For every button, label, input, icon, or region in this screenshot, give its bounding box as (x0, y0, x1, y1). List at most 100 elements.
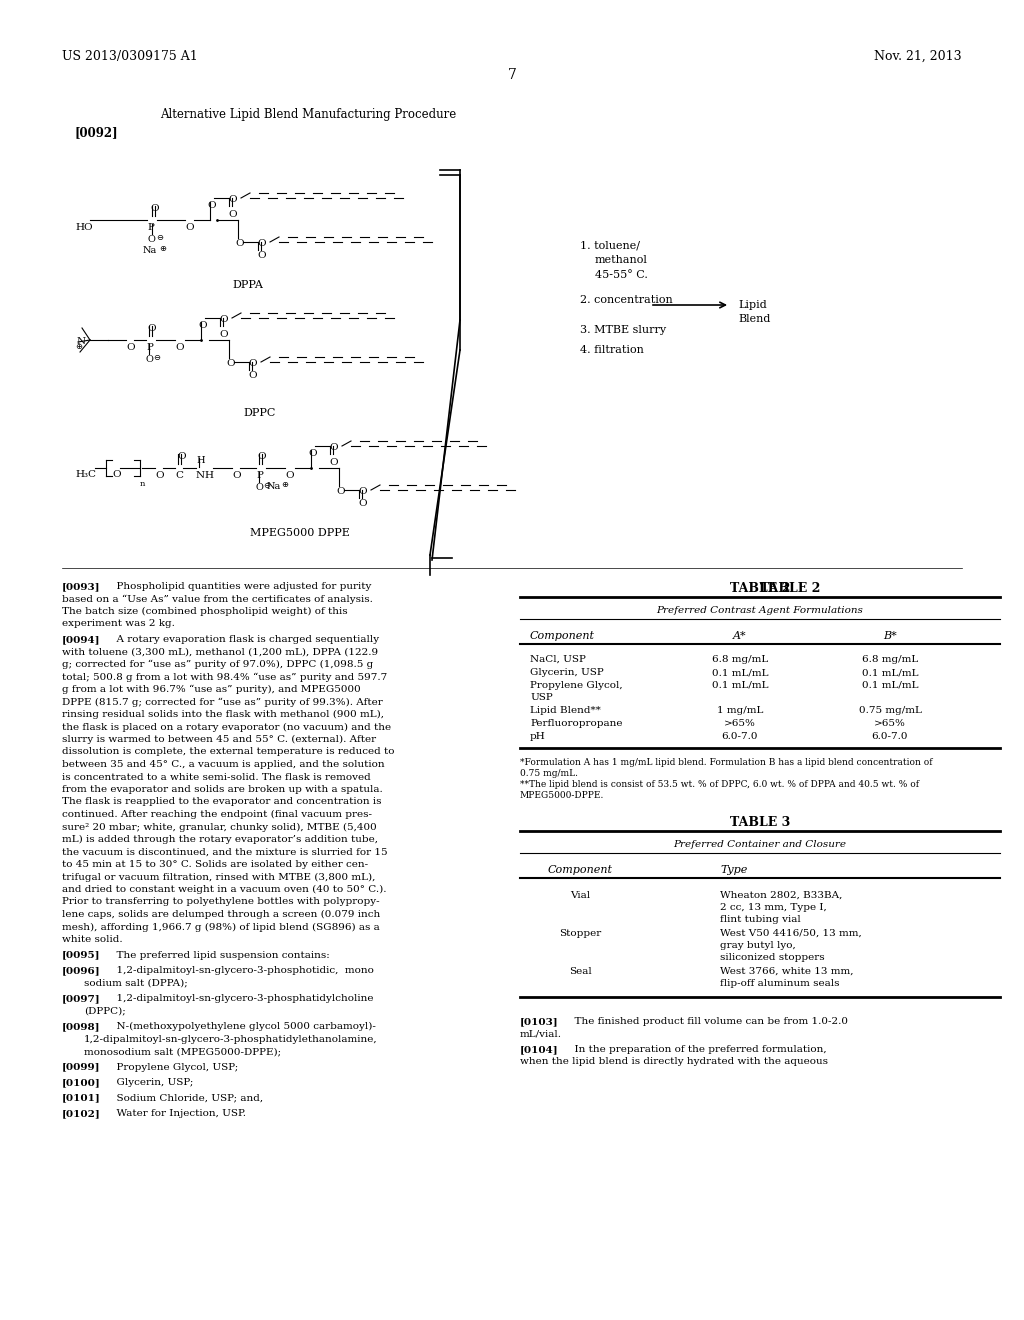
Text: sure² 20 mbar; white, granular, chunky solid), MTBE (5,400: sure² 20 mbar; white, granular, chunky s… (62, 822, 377, 832)
Text: O: O (255, 483, 263, 492)
Text: *Formulation A has 1 mg/mL lipid blend. Formulation B has a lipid blend concentr: *Formulation A has 1 mg/mL lipid blend. … (520, 758, 933, 767)
Text: USP: USP (530, 693, 553, 702)
Text: **The lipid blend is consist of 53.5 wt. % of DPPC, 6.0 wt. % of DPPA and 40.5 w: **The lipid blend is consist of 53.5 wt.… (520, 780, 919, 789)
Text: when the lipid blend is directly hydrated with the aqueous: when the lipid blend is directly hydrate… (520, 1057, 828, 1067)
Text: gray butyl lyo,: gray butyl lyo, (720, 941, 796, 950)
Text: O: O (226, 359, 234, 368)
Text: O: O (177, 451, 185, 461)
Text: Glycerin, USP;: Glycerin, USP; (110, 1078, 194, 1086)
Text: TABLE 2: TABLE 2 (760, 582, 820, 595)
Text: The flask is reapplied to the evaporator and concentration is: The flask is reapplied to the evaporator… (62, 797, 382, 807)
Text: O: O (112, 470, 121, 479)
Text: [0102]: [0102] (62, 1109, 100, 1118)
Text: O: O (358, 499, 367, 508)
Text: P: P (147, 223, 154, 232)
Text: (DPPC);: (DPPC); (84, 1006, 126, 1015)
Text: 0.1 mL/mL: 0.1 mL/mL (712, 668, 768, 677)
Text: Na: Na (143, 246, 158, 255)
Text: 4. filtration: 4. filtration (580, 345, 644, 355)
Text: Alternative Lipid Blend Manufacturing Procedure: Alternative Lipid Blend Manufacturing Pr… (160, 108, 457, 121)
Text: 1,2-dipalmitoyl-sn-glycero-3-phosphatidylethanolamine,: 1,2-dipalmitoyl-sn-glycero-3-phosphatidy… (84, 1035, 378, 1044)
Text: O: O (150, 205, 159, 213)
Text: mL) is added through the rotary evaporator’s addition tube,: mL) is added through the rotary evaporat… (62, 836, 378, 843)
Text: 6.8 mg/mL: 6.8 mg/mL (862, 655, 919, 664)
Text: [0104]: [0104] (520, 1045, 559, 1053)
Text: O: O (148, 235, 156, 244)
Text: TABLE 3: TABLE 3 (730, 816, 791, 829)
Text: O: O (308, 449, 316, 458)
Text: [0101]: [0101] (62, 1093, 100, 1102)
Text: Perfluoropropane: Perfluoropropane (530, 719, 623, 729)
Text: ⊖: ⊖ (263, 480, 270, 490)
Text: 7: 7 (508, 69, 516, 82)
Text: Water for Injection, USP.: Water for Injection, USP. (110, 1109, 246, 1118)
Text: O: O (228, 195, 237, 205)
Text: 0.1 mL/mL: 0.1 mL/mL (712, 681, 768, 690)
Text: P: P (256, 471, 263, 480)
Text: is concentrated to a white semi-solid. The flask is removed: is concentrated to a white semi-solid. T… (62, 772, 371, 781)
Text: rinsing residual solids into the flask with methanol (900 mL),: rinsing residual solids into the flask w… (62, 710, 384, 719)
Text: methanol: methanol (595, 255, 648, 265)
Text: 6.0-7.0: 6.0-7.0 (871, 733, 908, 741)
Text: 2 cc, 13 mm, Type I,: 2 cc, 13 mm, Type I, (720, 903, 826, 912)
Text: O: O (126, 343, 134, 352)
Text: P: P (146, 343, 153, 352)
Text: N: N (196, 471, 205, 480)
Text: The batch size (combined phospholipid weight) of this: The batch size (combined phospholipid we… (62, 607, 347, 616)
Text: continued. After reaching the endpoint (final vacuum pres-: continued. After reaching the endpoint (… (62, 810, 372, 820)
Text: n: n (140, 480, 145, 488)
Text: and dried to constant weight in a vacuum oven (40 to 50° C.).: and dried to constant weight in a vacuum… (62, 884, 386, 894)
Text: [0098]: [0098] (62, 1022, 100, 1031)
Text: O: O (336, 487, 345, 496)
Text: O: O (248, 371, 257, 380)
Text: N: N (77, 337, 86, 346)
Text: [0099]: [0099] (62, 1063, 100, 1072)
Text: O: O (329, 444, 338, 451)
Text: O: O (185, 223, 194, 232)
Text: In the preparation of the preferred formulation,: In the preparation of the preferred form… (568, 1045, 826, 1053)
Text: [0103]: [0103] (520, 1016, 559, 1026)
Text: US 2013/0309175 A1: US 2013/0309175 A1 (62, 50, 198, 63)
Text: with toluene (3,300 mL), methanol (1,200 mL), DPPA (122.9: with toluene (3,300 mL), methanol (1,200… (62, 648, 378, 656)
Text: ⊕: ⊕ (75, 342, 82, 351)
Text: Propylene Glycol,: Propylene Glycol, (530, 681, 623, 690)
Text: O: O (248, 359, 257, 368)
Text: Phospholipid quantities were adjusted for purity: Phospholipid quantities were adjusted fo… (110, 582, 372, 591)
Text: West 3766, white 13 mm,: West 3766, white 13 mm, (720, 968, 853, 975)
Text: >65%: >65% (724, 719, 756, 729)
Text: O: O (175, 343, 183, 352)
Text: DPPC: DPPC (244, 408, 276, 418)
Text: MPEG5000 DPPE: MPEG5000 DPPE (250, 528, 350, 539)
Text: O: O (219, 330, 227, 339)
Text: H: H (204, 471, 213, 480)
Text: A*: A* (733, 631, 746, 642)
Text: H₃C: H₃C (75, 470, 96, 479)
Text: experiment was 2 kg.: experiment was 2 kg. (62, 619, 175, 628)
Text: O: O (198, 321, 207, 330)
Text: 6.8 mg/mL: 6.8 mg/mL (712, 655, 768, 664)
Text: NaCl, USP: NaCl, USP (530, 655, 586, 664)
Text: lene caps, solids are delumped through a screen (0.079 inch: lene caps, solids are delumped through a… (62, 909, 380, 919)
Text: C: C (175, 471, 183, 480)
Text: 0.1 mL/mL: 0.1 mL/mL (862, 668, 919, 677)
Text: the flask is placed on a rotary evaporator (no vacuum) and the: the flask is placed on a rotary evaporat… (62, 722, 391, 731)
Text: 1,2-dipalmitoyl-sn-glycero-3-phosphatidylcholine: 1,2-dipalmitoyl-sn-glycero-3-phosphatidy… (110, 994, 374, 1003)
Text: [0097]: [0097] (62, 994, 100, 1003)
Text: O: O (285, 471, 294, 480)
Text: West V50 4416/50, 13 mm,: West V50 4416/50, 13 mm, (720, 929, 862, 939)
Text: g from a lot with 96.7% “use as” purity), and MPEG5000: g from a lot with 96.7% “use as” purity)… (62, 685, 360, 694)
Text: g; corrected for “use as” purity of 97.0%), DPPC (1,098.5 g: g; corrected for “use as” purity of 97.0… (62, 660, 374, 669)
Text: dissolution is complete, the external temperature is reduced to: dissolution is complete, the external te… (62, 747, 394, 756)
Text: O: O (234, 239, 244, 248)
Text: B*: B* (883, 631, 897, 642)
Text: Propylene Glycol, USP;: Propylene Glycol, USP; (110, 1063, 239, 1072)
Text: Component: Component (530, 631, 595, 642)
Text: Blend: Blend (738, 314, 770, 323)
Text: >65%: >65% (874, 719, 906, 729)
Text: siliconized stoppers: siliconized stoppers (720, 953, 824, 962)
Text: monosodium salt (MPEG5000-DPPE);: monosodium salt (MPEG5000-DPPE); (84, 1047, 282, 1056)
Text: mL/vial.: mL/vial. (520, 1030, 562, 1039)
Text: DPPA: DPPA (232, 280, 263, 290)
Text: pH: pH (530, 733, 546, 741)
Text: O: O (358, 487, 367, 496)
